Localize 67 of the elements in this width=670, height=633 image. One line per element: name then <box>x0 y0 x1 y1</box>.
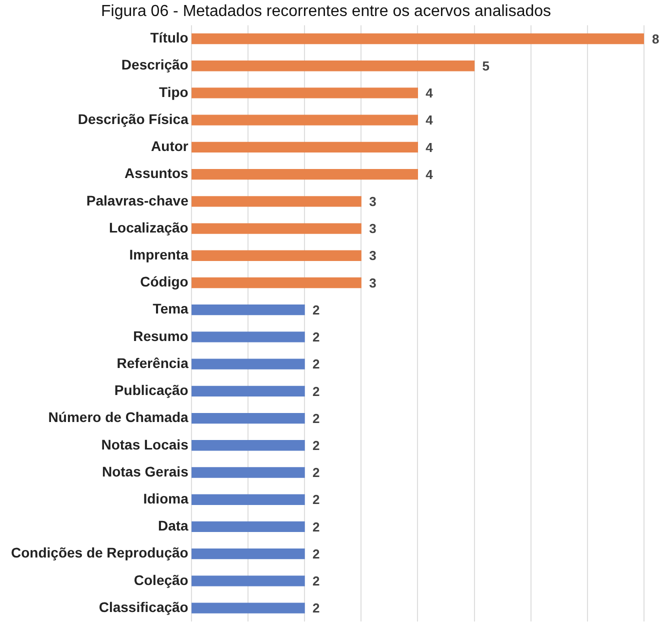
data-label: 5 <box>482 58 490 74</box>
data-label: 2 <box>312 519 320 534</box>
data-label: 2 <box>312 330 320 345</box>
y-tick-label: Coleção <box>134 572 188 588</box>
y-tick-label: Número de Chamada <box>48 409 189 426</box>
y-tick-label: Autor <box>151 138 189 154</box>
bar <box>192 304 305 316</box>
data-label: 2 <box>312 546 320 562</box>
y-tick-label: Descrição <box>121 56 188 73</box>
y-tick-label: Publicação <box>114 382 188 398</box>
data-label: 3 <box>369 248 376 264</box>
bar <box>192 467 305 478</box>
y-tick-label: Localização <box>108 219 188 236</box>
data-label: 2 <box>312 574 320 589</box>
data-label: 2 <box>312 438 320 453</box>
data-label: 8 <box>652 31 660 46</box>
bar <box>192 412 305 424</box>
y-tick-label: Condições de Reprodução <box>11 544 188 561</box>
data-label: 2 <box>312 302 320 318</box>
data-label: 2 <box>312 410 320 426</box>
y-tick-label: Assuntos <box>124 165 189 182</box>
y-tick-label: Tema <box>152 300 189 317</box>
bar <box>192 250 362 261</box>
bar <box>192 168 418 180</box>
bar <box>192 332 305 342</box>
data-label: 3 <box>369 275 376 290</box>
data-label: 3 <box>369 194 376 209</box>
bar <box>192 60 475 72</box>
bar <box>192 521 305 532</box>
y-tick-label: Palavras-chave <box>86 192 189 208</box>
bar <box>192 494 305 505</box>
y-tick-label: Classificação <box>98 598 188 615</box>
data-label: 4 <box>426 140 434 155</box>
bar <box>192 142 418 153</box>
y-tick-label: Notas Gerais <box>102 463 189 480</box>
data-label: 2 <box>312 356 320 372</box>
data-label: 4 <box>426 112 434 128</box>
data-label: 4 <box>426 86 434 101</box>
y-tick-label: Resumo <box>133 328 188 344</box>
y-tick-label: Tipo <box>159 84 188 100</box>
y-tick-label: Idioma <box>143 490 189 506</box>
bar <box>192 358 305 370</box>
y-tick-label: Descrição Física <box>78 110 189 127</box>
bar <box>192 576 305 586</box>
data-label: 2 <box>312 384 320 399</box>
y-tick-label: Notas Locais <box>101 436 189 452</box>
bar <box>192 386 305 397</box>
y-tick-label: Imprenta <box>129 246 189 262</box>
data-label: 2 <box>312 492 320 508</box>
data-label: 2 <box>312 465 320 480</box>
bar <box>192 548 305 560</box>
data-label: 2 <box>312 600 320 616</box>
data-label: 3 <box>369 221 376 236</box>
bar <box>192 602 305 614</box>
bar <box>192 277 362 288</box>
data-label: 4 <box>426 166 434 182</box>
y-tick-label: Referência <box>116 354 189 371</box>
bar <box>192 88 418 98</box>
y-tick-label: Título <box>150 30 188 46</box>
chart-title: Figura 06 - Metadados recorrentes entre os acervos analisados <box>100 3 552 20</box>
y-tick-label: Código <box>140 274 188 290</box>
bar <box>192 440 305 451</box>
bar <box>192 196 362 207</box>
y-tick-label: Data <box>158 518 189 534</box>
bar <box>192 114 418 126</box>
bar <box>192 223 362 234</box>
bar <box>192 33 644 44</box>
